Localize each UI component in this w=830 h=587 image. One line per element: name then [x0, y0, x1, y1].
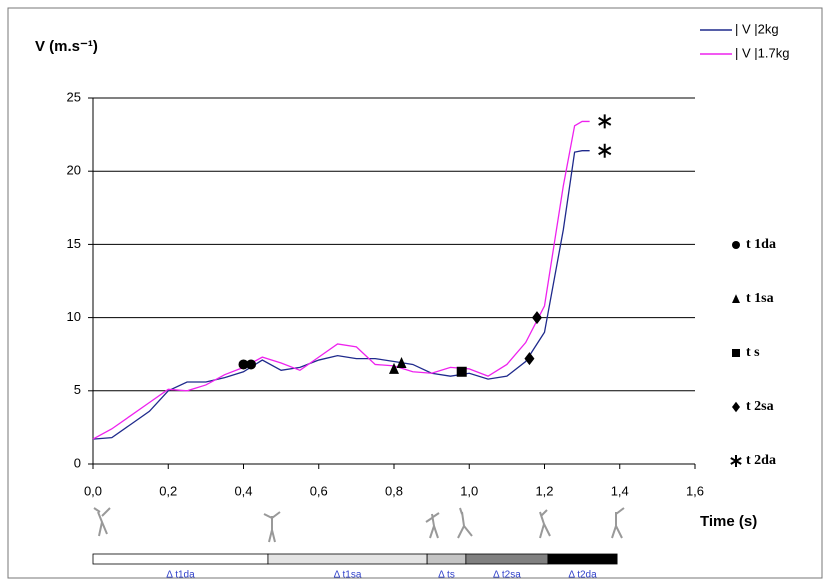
- x-tick-label: 1,6: [686, 483, 704, 498]
- event-legend-label: t 1sa: [746, 291, 774, 306]
- figure: [425, 512, 440, 539]
- legend-symbol: [732, 401, 740, 413]
- legend-label: | V |1.7kg: [735, 45, 789, 60]
- figure: [93, 507, 111, 537]
- x-tick-label: 1,0: [460, 483, 478, 498]
- event-marker: [531, 311, 542, 325]
- event-legend-label: t s: [746, 345, 760, 360]
- phase-segment: [92, 553, 269, 565]
- series-line: [92, 150, 590, 440]
- legend-symbol: [732, 349, 740, 357]
- event-marker: [396, 356, 407, 368]
- phase-segment: [465, 553, 549, 565]
- event-marker: [598, 143, 612, 158]
- x-tick-label: 0,4: [234, 483, 252, 498]
- event-marker: [524, 352, 535, 366]
- figure: [539, 509, 551, 539]
- event-legend-label: t 2da: [746, 453, 776, 468]
- athlete-figures: [93, 507, 625, 543]
- legend-symbol: [732, 294, 740, 303]
- phase-label: Δ t1da: [166, 570, 195, 581]
- phase-label: Δ t2da: [568, 570, 597, 581]
- y-tick-label: 25: [67, 89, 81, 104]
- figure: [611, 507, 625, 539]
- x-axis-label: Time (s): [700, 513, 757, 530]
- x-tick-label: 0,6: [310, 483, 328, 498]
- legend-label: | V |2kg: [735, 21, 779, 36]
- event-marker: [246, 359, 257, 370]
- phase-segment: [426, 553, 467, 565]
- x-tick-label: 1,4: [611, 483, 629, 498]
- legend-symbol: [732, 241, 740, 249]
- x-tick-label: 0,0: [84, 483, 102, 498]
- y-axis-label: V (m.s⁻¹): [35, 38, 98, 55]
- figure: [457, 507, 473, 539]
- y-tick-label: 20: [67, 163, 81, 178]
- event-marker: [456, 366, 467, 377]
- event-marker: [389, 362, 399, 374]
- event-marker: [238, 359, 249, 370]
- event-legend-label: t 1da: [746, 237, 776, 252]
- x-tick-label: 0,8: [385, 483, 403, 498]
- phase-label: Δ t1sa: [334, 570, 362, 581]
- x-tick-label: 0,2: [159, 483, 177, 498]
- y-tick-label: 5: [74, 382, 81, 397]
- phase-segment: [547, 553, 618, 565]
- y-tick-label: 15: [67, 236, 81, 251]
- figure: [263, 511, 281, 543]
- series-line: [92, 120, 590, 440]
- phase-segment: [267, 553, 428, 565]
- phase-label: Δ t2sa: [493, 570, 521, 581]
- phase-label: Δ ts: [438, 570, 455, 581]
- frame: [7, 7, 823, 579]
- y-tick-label: 0: [74, 455, 81, 470]
- legend-symbol: [730, 455, 742, 467]
- event-marker: [598, 114, 612, 129]
- x-tick-label: 1,2: [535, 483, 553, 498]
- event-legend-label: t 2sa: [746, 399, 774, 414]
- y-tick-label: 10: [67, 309, 81, 324]
